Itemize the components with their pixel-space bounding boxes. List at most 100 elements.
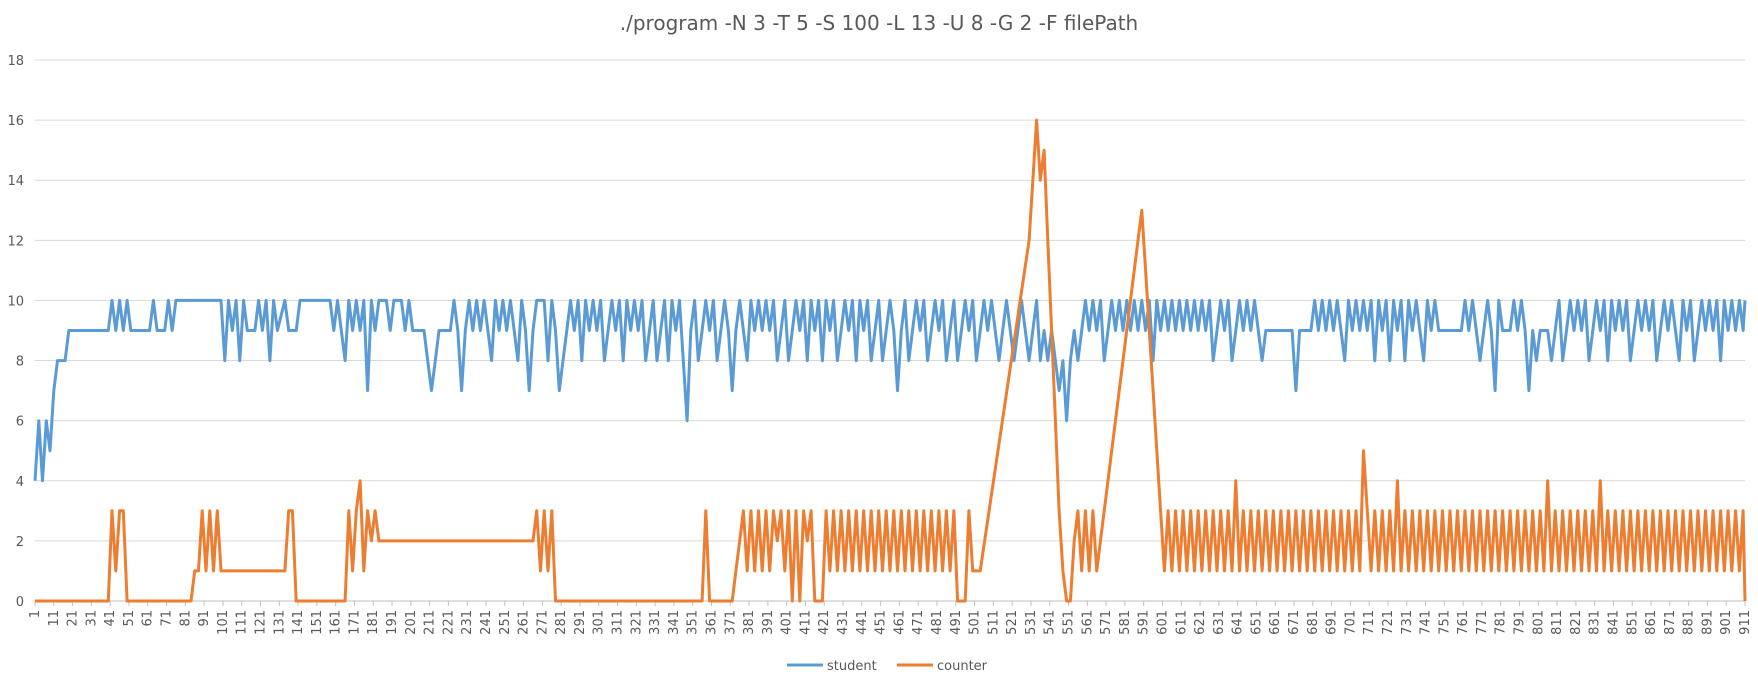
x-tick-label: 601: [1155, 610, 1170, 635]
x-tick-label: 581: [1118, 610, 1133, 635]
x-tick-label: 891: [1700, 610, 1715, 635]
x-tick-label: 721: [1381, 610, 1396, 635]
x-tick-label: 791: [1513, 610, 1528, 635]
x-tick-label: 431: [836, 610, 851, 635]
x-tick-label: 651: [1249, 610, 1264, 635]
y-tick-label: 16: [7, 114, 24, 129]
x-tick-label: 471: [911, 610, 926, 635]
x-tick-label: 161: [329, 610, 344, 635]
y-tick-label: 10: [7, 294, 24, 309]
x-tick-label: 271: [535, 610, 550, 635]
x-axis: 1 11 21 31 41 51 61 71 81 91 101 111 121 131 141 151 161…: [28, 601, 1753, 635]
x-tick-label: 851: [1625, 610, 1640, 635]
y-tick-label: 14: [7, 174, 24, 189]
x-tick-label: 311: [611, 610, 626, 635]
x-tick-label: 701: [1343, 610, 1358, 635]
y-axis: 0 2 4 6 8 10 12 14 16 18: [7, 54, 24, 610]
x-tick-label: 801: [1531, 610, 1546, 635]
x-tick-label: 31: [84, 610, 99, 627]
y-tick-label: 12: [7, 234, 24, 249]
x-tick-label: 751: [1437, 610, 1452, 635]
x-tick-label: 741: [1419, 610, 1434, 635]
x-tick-label: 541: [1043, 610, 1058, 635]
x-tick-label: 461: [892, 610, 907, 635]
x-tick-label: 641: [1231, 610, 1246, 635]
x-tick-label: 371: [723, 610, 738, 635]
x-tick-label: 261: [517, 610, 532, 635]
x-tick-label: 71: [160, 610, 175, 627]
x-tick-label: 761: [1456, 610, 1471, 635]
x-tick-label: 301: [592, 610, 607, 635]
x-tick-label: 151: [310, 610, 325, 635]
x-tick-label: 831: [1588, 610, 1603, 635]
x-tick-label: 121: [253, 610, 268, 635]
x-tick-label: 171: [347, 610, 362, 635]
x-tick-label: 591: [1137, 610, 1152, 635]
x-tick-label: 841: [1606, 610, 1621, 635]
x-tick-label: 491: [949, 610, 964, 635]
x-tick-label: 41: [103, 610, 118, 627]
y-tick-label: 8: [16, 355, 24, 370]
x-tick-label: 571: [1099, 610, 1114, 635]
x-tick-label: 211: [423, 610, 438, 635]
x-tick-label: 201: [404, 610, 419, 635]
y-tick-label: 2: [16, 535, 24, 550]
x-tick-label: 391: [761, 610, 776, 635]
x-tick-label: 481: [930, 610, 945, 635]
x-tick-label: 451: [874, 610, 889, 635]
y-tick-label: 4: [16, 475, 24, 490]
x-tick-label: 621: [1193, 610, 1208, 635]
x-tick-label: 131: [272, 610, 287, 635]
x-tick-label: 781: [1494, 610, 1509, 635]
x-tick-label: 911: [1738, 610, 1753, 635]
series-layer: [33, 118, 1747, 603]
x-tick-label: 401: [780, 610, 795, 635]
x-tick-label: 91: [197, 610, 212, 627]
x-tick-label: 21: [66, 610, 81, 627]
y-tick-label: 0: [16, 595, 24, 610]
legend-label-counter: counter: [937, 659, 988, 674]
x-tick-label: 51: [122, 610, 137, 627]
chart-title: ./program -N 3 -T 5 -S 100 -L 13 -U 8 -G…: [620, 11, 1138, 35]
x-tick-label: 521: [1005, 610, 1020, 635]
x-tick-label: 81: [178, 610, 193, 627]
x-tick-label: 181: [366, 610, 381, 635]
x-tick-label: 691: [1325, 610, 1340, 635]
x-tick-label: 681: [1306, 610, 1321, 635]
x-tick-label: 231: [460, 610, 475, 635]
x-tick-label: 901: [1719, 610, 1734, 635]
y-tick-label: 18: [7, 54, 24, 69]
legend: student counter: [787, 659, 988, 674]
x-tick-label: 341: [667, 610, 682, 635]
x-tick-label: 221: [441, 610, 456, 635]
x-tick-label: 861: [1644, 610, 1659, 635]
x-tick-label: 291: [573, 610, 588, 635]
x-tick-label: 251: [498, 610, 513, 635]
x-tick-label: 331: [648, 610, 663, 635]
y-tick-label: 6: [16, 415, 24, 430]
series-line-counter: [35, 118, 1747, 603]
series-line-student: [33, 298, 1747, 483]
x-tick-label: 671: [1287, 610, 1302, 635]
x-tick-label: 501: [968, 610, 983, 635]
x-tick-label: 101: [216, 610, 231, 635]
x-tick-label: 361: [704, 610, 719, 635]
x-tick-label: 191: [385, 610, 400, 635]
x-tick-label: 871: [1663, 610, 1678, 635]
x-tick-label: 61: [141, 610, 156, 627]
x-tick-label: 611: [1174, 610, 1189, 635]
x-tick-label: 351: [686, 610, 701, 635]
x-tick-label: 11: [47, 610, 62, 627]
x-tick-label: 241: [479, 610, 494, 635]
x-tick-label: 111: [235, 610, 250, 635]
x-tick-label: 281: [554, 610, 569, 635]
x-tick-label: 531: [1024, 610, 1039, 635]
x-tick-label: 631: [1212, 610, 1227, 635]
x-tick-label: 381: [742, 610, 757, 635]
x-tick-label: 731: [1400, 610, 1415, 635]
x-tick-label: 881: [1682, 610, 1697, 635]
x-tick-label: 441: [855, 610, 870, 635]
x-tick-label: 811: [1550, 610, 1565, 635]
x-tick-label: 421: [817, 610, 832, 635]
